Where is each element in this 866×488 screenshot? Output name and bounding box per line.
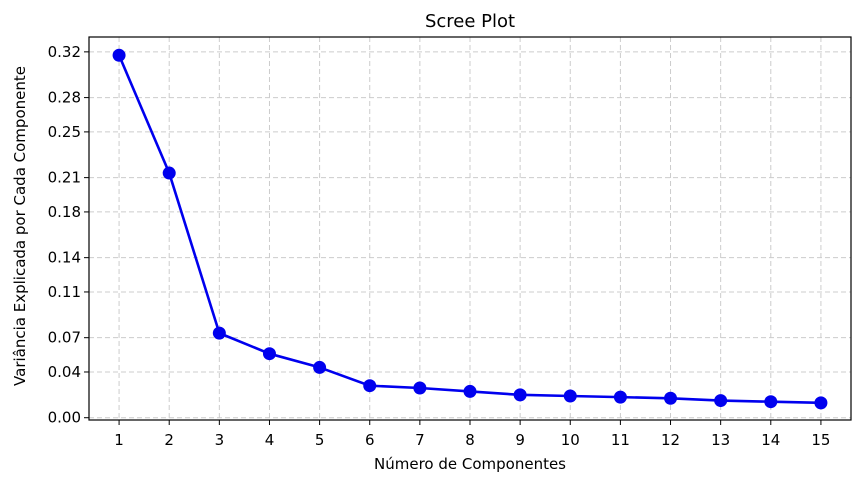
data-point (313, 360, 327, 374)
x-tick-label: 11 (611, 431, 630, 449)
data-point (413, 381, 427, 395)
y-axis-label: Variância Explicada por Cada Componente (11, 66, 29, 386)
series-layer (112, 48, 828, 410)
data-point (814, 396, 828, 410)
y-tick-label: 0.25 (48, 123, 81, 141)
y-tick-label: 0.32 (48, 43, 81, 61)
data-point (513, 388, 527, 402)
grid-lines (89, 37, 851, 420)
x-tick-label: 12 (661, 431, 680, 449)
data-point (463, 384, 477, 398)
data-point (613, 390, 627, 404)
x-tick-label: 8 (465, 431, 475, 449)
x-tick-label: 10 (561, 431, 580, 449)
data-point (112, 48, 126, 62)
x-tick-label: 15 (811, 431, 830, 449)
x-tick-label: 2 (164, 431, 174, 449)
y-tick-label: 0.07 (48, 329, 81, 347)
x-tick-label: 3 (215, 431, 225, 449)
x-tick-label: 7 (415, 431, 425, 449)
x-axis-ticks: 1 2 3 4 5 6 7 8 9 10 11 12 13 14 15 (114, 420, 830, 449)
x-tick-label: 5 (315, 431, 325, 449)
y-tick-label: 0.11 (48, 283, 81, 301)
y-tick-label: 0.04 (48, 363, 81, 381)
x-tick-label: 6 (365, 431, 375, 449)
data-point (714, 394, 728, 408)
data-point (563, 389, 577, 403)
y-tick-label: 0.18 (48, 203, 81, 221)
y-tick-label: 0.00 (48, 409, 81, 427)
x-tick-label: 14 (761, 431, 780, 449)
x-tick-label: 1 (114, 431, 124, 449)
data-point (664, 391, 678, 405)
y-tick-label: 0.21 (48, 169, 81, 187)
y-axis-ticks: 0.00 0.04 0.07 0.11 0.14 0.18 0.21 0.25 0.28 0.32 (48, 43, 89, 427)
x-tick-label: 13 (711, 431, 730, 449)
data-point (212, 326, 226, 340)
data-point (262, 347, 276, 361)
x-tick-label: 9 (515, 431, 525, 449)
data-point (363, 379, 377, 393)
y-tick-label: 0.28 (48, 89, 81, 107)
data-point (162, 166, 176, 180)
x-axis-label: Número de Componentes (374, 455, 566, 473)
chart-title: Scree Plot (425, 11, 515, 32)
x-tick-label: 4 (265, 431, 275, 449)
data-point (764, 395, 778, 409)
y-tick-label: 0.14 (48, 249, 81, 267)
